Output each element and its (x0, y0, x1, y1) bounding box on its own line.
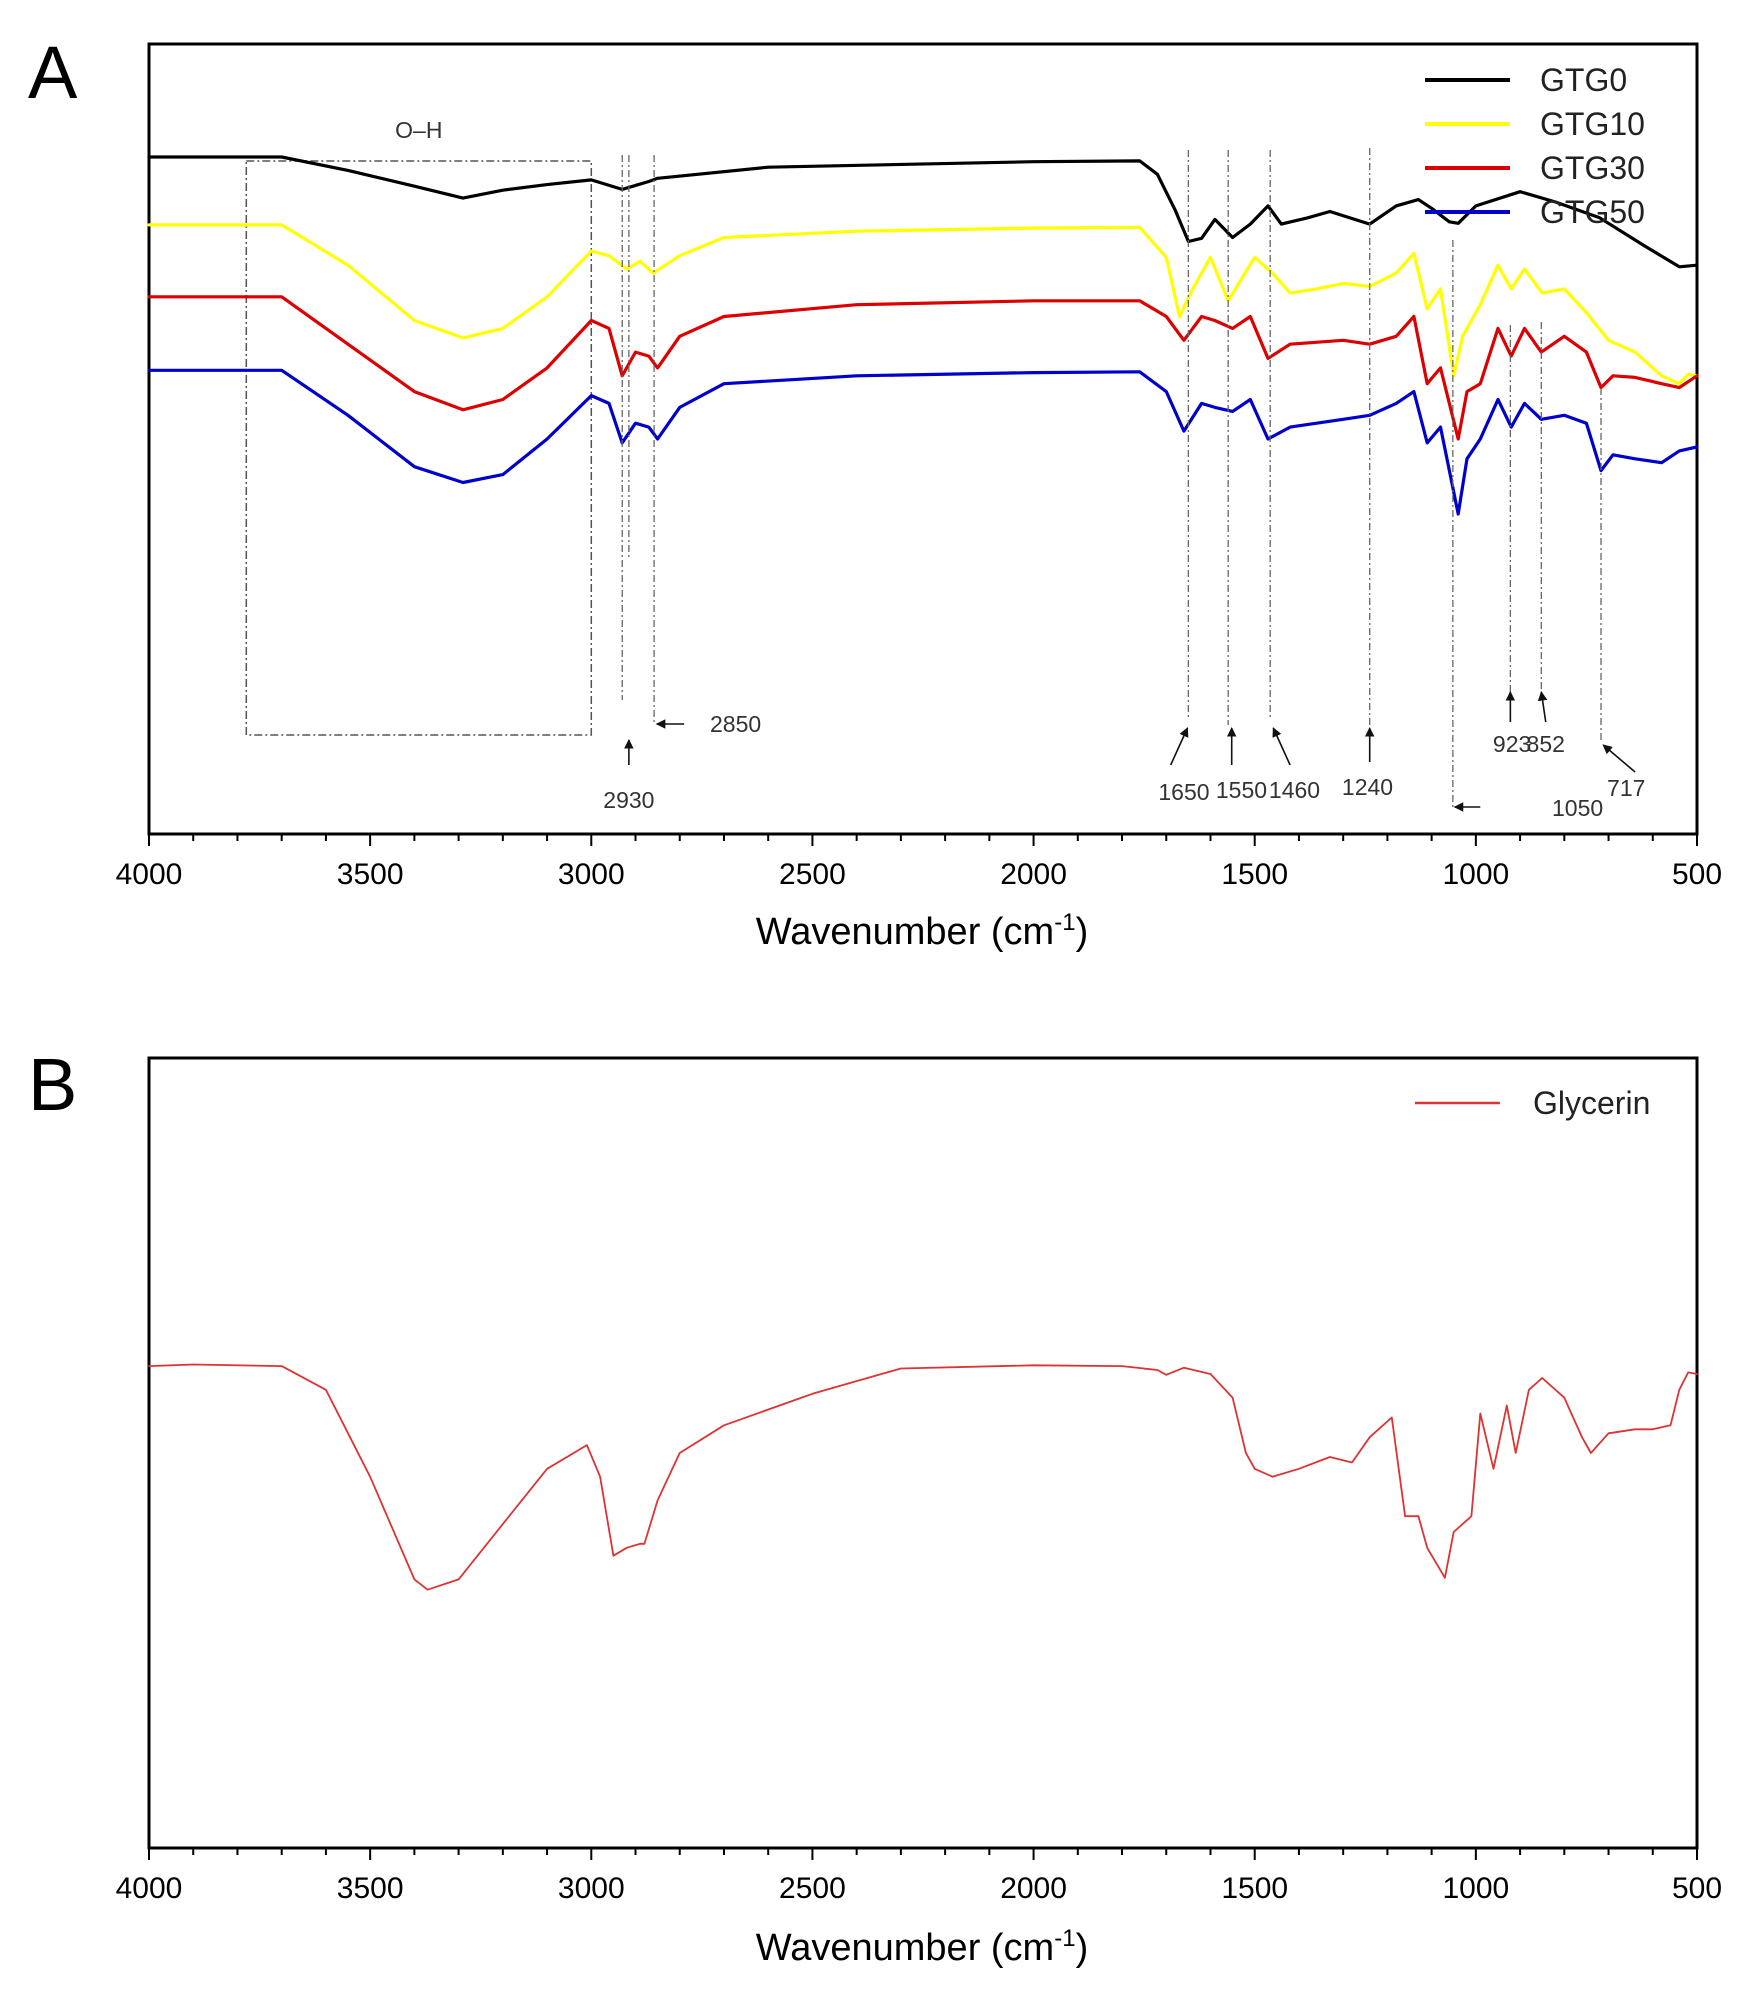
panel-a-x-axis: 4000 3500 3000 2500 2000 1500 1000 500 (116, 834, 1722, 891)
panel-a-legend: GTG0 GTG10 GTG30 GTG50 (1425, 62, 1645, 230)
x-tick-label: 2500 (779, 858, 846, 891)
x-tick-label: 3500 (337, 858, 404, 891)
series-line-gtg0 (147, 155, 1699, 269)
legend-label-glycerin: Glycerin (1533, 1085, 1650, 1121)
panel-a-x-axis-title: Wavenumber (cm-1) (756, 909, 1088, 953)
panel-a-plot-frame (147, 42, 1699, 836)
legend-label-gtg0: GTG0 (1540, 62, 1627, 98)
panel-a: A O–H 2930 2850 1650 1550 1460 1240 1050 923852… (28, 31, 1722, 953)
x-tick-label: 500 (1672, 1872, 1722, 1905)
x-tick-label: 1500 (1221, 1872, 1288, 1905)
peak-label-2930: 2930 (603, 787, 654, 813)
panel-b: B 4000 3500 3000 2500 2000 1500 1000 500 Glycer… (28, 1043, 1722, 1969)
peak-label-1460: 1460 (1269, 777, 1320, 803)
panel-b-legend: Glycerin (1415, 1085, 1650, 1121)
panel-b-x-axis: 4000 3500 3000 2500 2000 1500 1000 500 (116, 1848, 1722, 1905)
x-tick-label: 2500 (779, 1872, 846, 1905)
series-line-gtg30 (147, 295, 1699, 441)
peak-label-717: 717 (1607, 775, 1645, 801)
panel-b-letter: B (28, 1043, 77, 1126)
x-tick-label: 2000 (1000, 1872, 1067, 1905)
peak-arrow (1272, 727, 1291, 766)
peak-label-1050: 1050 (1552, 795, 1603, 821)
peak-arrow (1537, 691, 1548, 723)
x-tick-label: 3500 (337, 1872, 404, 1905)
panel-b-plot-frame (147, 1056, 1699, 1850)
series-line-gtg50 (147, 368, 1699, 516)
x-tick-label: 1000 (1442, 858, 1509, 891)
x-tick-label: 4000 (116, 1872, 183, 1905)
oh-region-box (245, 160, 593, 736)
x-tick-label: 4000 (116, 858, 183, 891)
x-tick-label: 3000 (558, 1872, 625, 1905)
peak-label-1550: 1550 (1216, 777, 1267, 803)
x-tick-label: 3000 (558, 858, 625, 891)
peak-label-923: 923 (1493, 731, 1531, 757)
legend-label-gtg10: GTG10 (1540, 106, 1645, 142)
panel-b-x-axis-title: Wavenumber (cm-1) (756, 1925, 1088, 1969)
series-line-gtg10 (147, 223, 1699, 386)
legend-label-gtg30: GTG30 (1540, 150, 1645, 186)
legend-label-gtg50: GTG50 (1540, 194, 1645, 230)
panel-a-series-group (147, 155, 1699, 516)
x-tick-label: 1000 (1442, 1872, 1509, 1905)
peak-arrow (1602, 744, 1636, 773)
x-tick-label: 1500 (1221, 858, 1288, 891)
peak-label-1240: 1240 (1342, 774, 1393, 800)
panel-b-series-group (148, 1363, 1698, 1591)
series-line-glycerin (148, 1363, 1698, 1591)
peak-label-852: 852 (1527, 731, 1565, 757)
x-tick-label: 2000 (1000, 858, 1067, 891)
x-tick-label: 500 (1672, 858, 1722, 891)
peak-label-1650: 1650 (1158, 779, 1209, 805)
peak-label-2850: 2850 (710, 711, 761, 737)
oh-region-box-group: O–H (245, 117, 593, 736)
panel-a-letter: A (28, 31, 78, 114)
peak-arrow (1169, 727, 1189, 766)
oh-region-label: O–H (395, 117, 442, 143)
